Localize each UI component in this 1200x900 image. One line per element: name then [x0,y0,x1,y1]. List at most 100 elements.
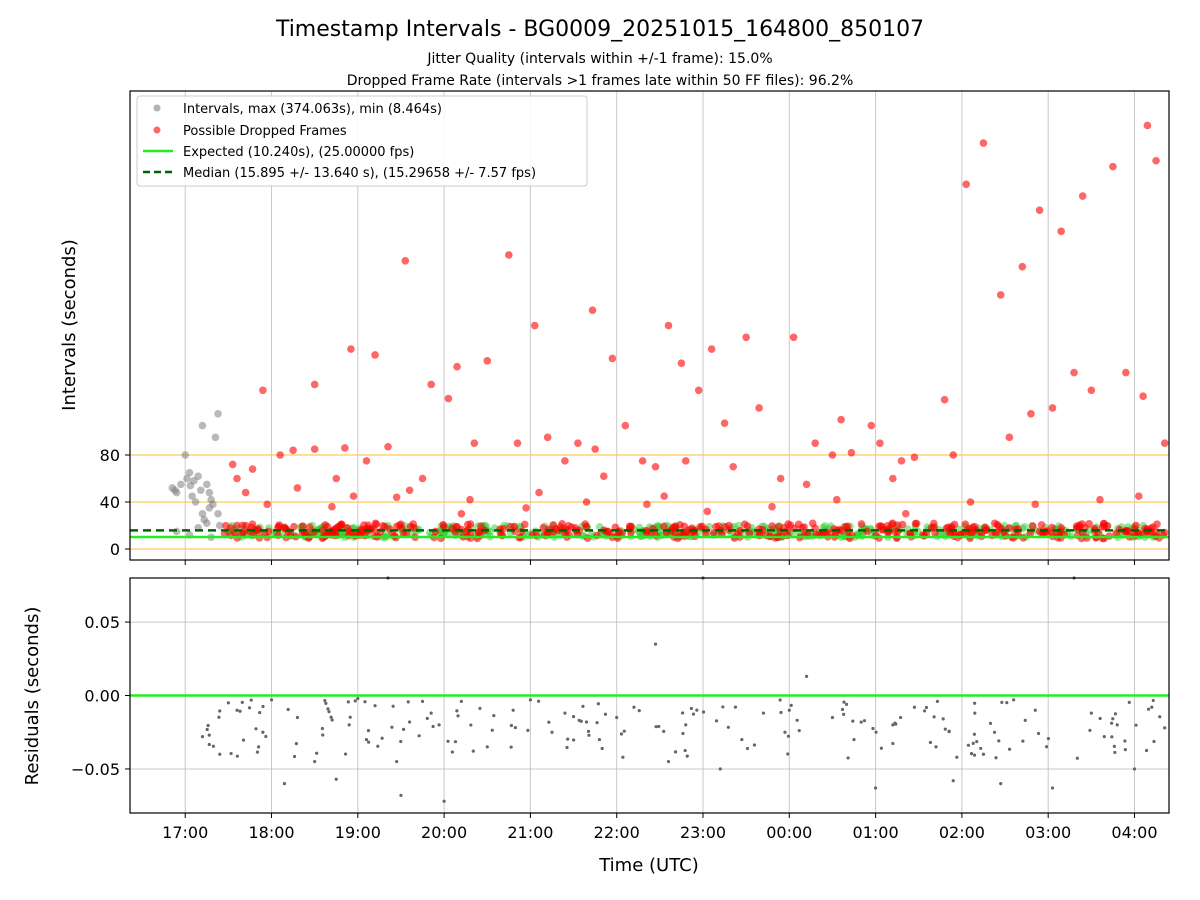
residual-point [783,730,787,734]
dropped-frame-point [1070,368,1078,377]
residual-point [740,737,744,742]
residual-point [932,715,936,719]
residual-point [373,704,377,708]
legend-box [136,95,588,187]
dropped-frame-point [293,484,302,492]
residual-point [842,712,846,716]
residual-point [455,709,459,713]
intervals-y-tick-label: 40 [100,493,120,512]
dropped-frame-point [729,462,738,471]
dropped-frame-point [505,251,513,259]
residual-point [1134,723,1138,727]
dropped-frame-point [696,522,705,531]
dropped-frame-point [950,520,959,529]
residual-point [218,709,222,713]
residual-point [973,711,977,715]
dropped-frame-point [437,534,445,543]
residual-point [425,716,429,721]
dropped-frame-point [910,453,919,462]
residual-point [587,733,591,737]
dropped-frame-point [1132,521,1140,530]
x-tick-label: 17:00 [162,823,208,842]
residual-point [313,759,317,764]
residual-point [346,700,350,704]
residual-point [547,720,551,724]
residual-point [364,737,369,742]
dropped-frame-point [966,498,975,506]
residual-point [321,733,325,737]
residual-point [657,724,661,729]
residual-point [789,703,793,707]
residual-point [437,723,441,727]
dropped-frame-point [1100,522,1109,531]
dropped-frame-point [323,522,332,531]
legend-dropped: Possible Dropped Frames [183,124,347,139]
residual-point [429,711,433,715]
dropped-frame-point [906,529,914,538]
residual-point [584,720,589,724]
residual-point [1111,717,1115,721]
dropped-frame-point [332,474,341,483]
dropped-frame-point [742,333,750,342]
residual-point [459,699,463,703]
residual-point [600,746,604,751]
dropped-frame-point [911,519,920,528]
residual-point [597,737,602,742]
x-tick-label: 00:00 [766,823,812,842]
residual-point [874,730,878,734]
residual-point [323,698,327,703]
residual-point [683,748,687,753]
dropped-frame-point [328,502,336,511]
dropped-frame-point [733,529,742,538]
dropped-frame-point [1078,192,1087,200]
chart-subtitle-jitter: Jitter Quality (intervals within +/-1 fr… [426,51,772,67]
residual-point [356,696,360,701]
residual-point [935,699,939,704]
dropped-frame-point [877,525,886,534]
x-tick-label: 23:00 [680,823,726,842]
dropped-frame-point [371,351,379,359]
residual-point [1088,728,1092,732]
residual-point [390,725,394,729]
residual-point [509,745,513,749]
dropped-frame-point [1018,262,1027,271]
residual-point [1113,712,1118,716]
intervals-y-tick-label: 0 [110,540,120,559]
interval-point [171,486,179,495]
residual-point [347,723,351,727]
dropped-frame-point [439,520,447,529]
dropped-frame-point [588,306,597,315]
residuals-y-tick-label: 0.05 [84,613,120,632]
residual-point [485,745,489,749]
residual-point [621,755,625,759]
dropped-frame-point [453,522,461,531]
residual-point [511,708,515,712]
residual-point [943,727,947,731]
residual-point [446,739,450,743]
legend-intervals-marker [153,104,161,112]
dropped-frame-point [664,321,673,330]
residual-point [786,752,790,756]
interval-point [1020,523,1029,531]
residual-point [787,708,791,712]
residual-point [363,700,367,704]
residual-point [207,733,211,737]
residual-point [797,728,801,733]
dropped-frame-point [337,520,346,529]
residual-point [1146,707,1151,711]
residual-point [981,752,986,756]
dropped-frame-point [582,498,591,506]
dropped-frame-point [832,495,841,504]
legend-expected: Expected (10.240s), (25.00000 fps) [183,145,414,160]
dropped-frame-point [310,380,319,389]
dropped-frame-point [694,386,703,395]
residual-point [844,702,849,706]
residual-point [431,724,435,729]
dropped-frame-point [776,474,785,483]
interval-point [198,509,207,518]
dropped-frame-point [470,439,479,448]
residual-point [1115,723,1119,727]
residual-point [879,746,883,750]
residual-point [924,705,929,710]
dropped-frame-point [453,362,461,371]
